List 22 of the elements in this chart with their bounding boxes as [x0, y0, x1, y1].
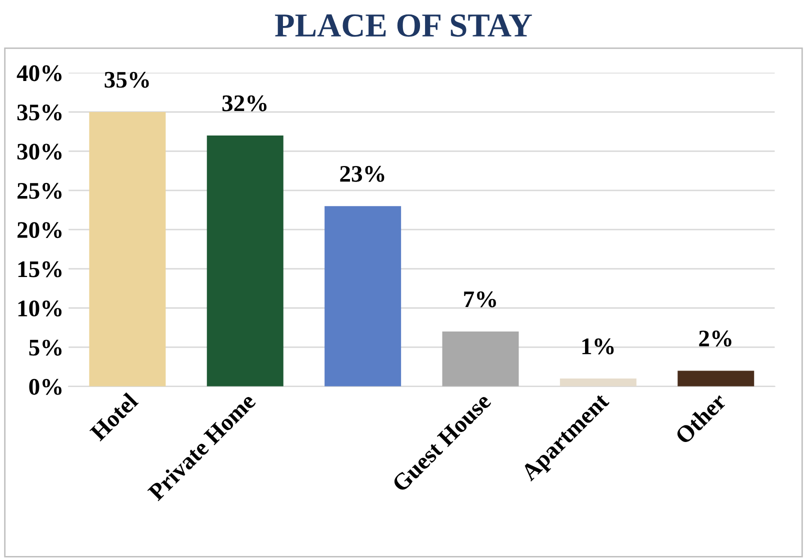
y-tick-label: 0% [29, 378, 62, 395]
chart-title: PLACE OF STAY [275, 14, 532, 37]
data-label: 2% [699, 330, 732, 347]
y-tick-label: 25% [18, 182, 62, 199]
y-tick-label: 30% [17, 144, 62, 160]
data-label: 23% [340, 166, 384, 182]
bar [89, 112, 166, 386]
bar [206, 136, 284, 386]
bar [560, 378, 636, 386]
y-tick-label: 35% [17, 104, 62, 120]
data-label: 1% [582, 338, 614, 354]
bar [324, 206, 402, 386]
bar [442, 332, 519, 386]
y-tick-label: 10% [18, 300, 62, 316]
bar [678, 370, 754, 386]
data-label: 32% [222, 95, 267, 112]
y-tick-label: 15% [18, 261, 62, 278]
data-label: 35% [104, 72, 149, 88]
data-label: 7% [464, 291, 496, 308]
y-tick-label: 40% [16, 65, 62, 82]
y-tick-label: 5% [29, 340, 62, 356]
y-tick-label: 20% [18, 222, 62, 238]
